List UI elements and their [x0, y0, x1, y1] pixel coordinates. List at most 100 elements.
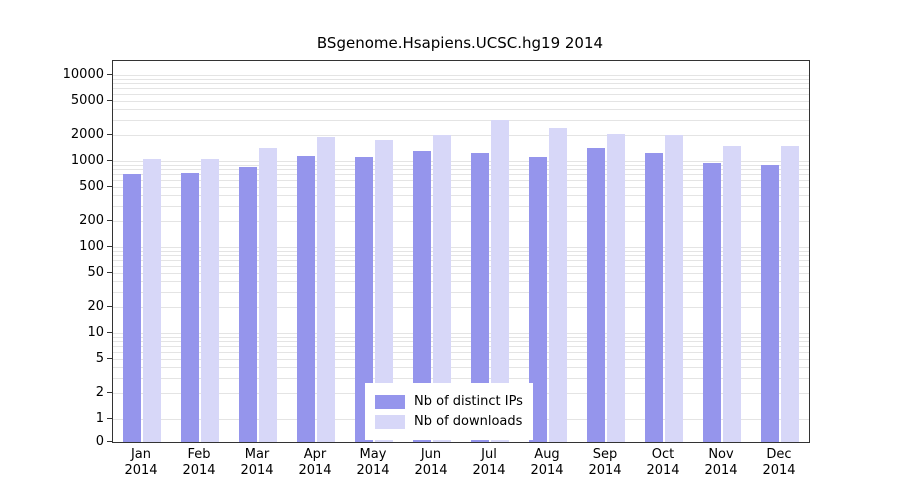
- gridline: [113, 336, 809, 338]
- y-tick-mark: [107, 271, 112, 273]
- gridline: [113, 119, 809, 121]
- x-tick-label: May 2014: [356, 447, 390, 479]
- gridline: [113, 169, 809, 171]
- gridline: [113, 307, 809, 308]
- x-tick-label: Mar 2014: [240, 447, 274, 479]
- plot-area: Nb of distinct IPs Nb of downloads: [112, 60, 810, 443]
- x-tick-label: Oct 2014: [646, 447, 680, 479]
- bar-downloads: [259, 148, 277, 442]
- bar-distinct-ips: [703, 162, 721, 442]
- gridline: [113, 377, 809, 379]
- legend-item: Nb of downloads: [375, 414, 523, 429]
- legend-swatch: [375, 394, 405, 409]
- bar-distinct-ips: [587, 148, 605, 442]
- bar-downloads: [433, 135, 451, 442]
- gridline: [113, 164, 809, 166]
- y-tick-label: 50: [87, 264, 104, 280]
- y-tick-mark: [107, 357, 112, 359]
- gridline: [113, 135, 809, 137]
- gridline: [113, 195, 809, 197]
- y-tick-mark: [107, 134, 112, 136]
- x-tick-label: Feb 2014: [182, 447, 216, 479]
- y-tick-mark: [107, 74, 112, 75]
- y-tick-mark: [107, 391, 112, 393]
- bar-distinct-ips: [123, 174, 141, 442]
- gridline: [113, 78, 809, 80]
- y-tick-mark: [107, 159, 112, 161]
- y-tick-label: 20: [87, 299, 104, 314]
- bar-distinct-ips: [645, 152, 663, 442]
- bar-distinct-ips: [355, 157, 373, 442]
- gridline: [113, 341, 809, 343]
- gridline: [113, 246, 809, 248]
- gridline: [113, 291, 809, 293]
- bar-distinct-ips: [239, 167, 257, 442]
- gridline: [113, 174, 809, 176]
- y-tick-label: 5: [95, 350, 104, 366]
- gridline: [113, 332, 809, 334]
- y-tick-label: 100: [79, 238, 104, 254]
- y-tick-label: 2: [95, 384, 104, 400]
- bar-downloads: [607, 134, 625, 442]
- legend-item: Nb of distinct IPs: [375, 394, 523, 409]
- gridline: [113, 266, 809, 267]
- legend-swatch: [375, 414, 405, 429]
- y-tick-label: 2000: [70, 127, 104, 143]
- y-tick-mark: [107, 417, 112, 419]
- x-tick-label: Jun 2014: [414, 447, 448, 479]
- y-tick-mark: [107, 220, 112, 221]
- x-tick-label: Dec 2014: [762, 447, 796, 479]
- y-tick-label: 10: [87, 324, 104, 340]
- bar-downloads: [665, 135, 683, 442]
- chart-title: BSgenome.Hsapiens.UCSC.hg19 2014: [316, 34, 604, 52]
- y-tick-label: 200: [79, 213, 104, 228]
- gridline: [113, 160, 809, 162]
- gridline: [113, 94, 809, 96]
- y-tick-mark: [107, 99, 112, 101]
- x-tick-label: Jul 2014: [472, 447, 506, 479]
- y-tick-mark: [107, 331, 112, 333]
- gridline: [113, 272, 809, 274]
- gridline: [113, 351, 809, 353]
- x-tick-label: Apr 2014: [298, 447, 332, 479]
- y-tick-label: 5000: [70, 92, 104, 108]
- y-tick-label: 0: [95, 434, 104, 449]
- x-tick-label: Sep 2014: [588, 447, 622, 479]
- gridline: [113, 205, 809, 207]
- legend: Nb of distinct IPs Nb of downloads: [365, 383, 533, 440]
- gridline: [113, 88, 809, 90]
- bar-distinct-ips: [181, 173, 199, 442]
- bar-downloads: [781, 145, 799, 442]
- y-tick-label: 1: [95, 410, 104, 426]
- y-tick-mark: [107, 441, 112, 442]
- gridline: [113, 367, 809, 368]
- bar-distinct-ips: [529, 157, 547, 442]
- legend-label: Nb of downloads: [414, 414, 523, 429]
- x-tick-label: Nov 2014: [704, 447, 738, 479]
- y-tick-label: 1000: [70, 152, 104, 168]
- gridline: [113, 221, 809, 222]
- x-tick-label: Aug 2014: [530, 447, 564, 479]
- gridline: [113, 260, 809, 262]
- bar-downloads: [143, 159, 161, 442]
- gridline: [113, 180, 809, 181]
- bar-downloads: [375, 140, 393, 442]
- x-tick-label: Jan 2014: [124, 447, 158, 479]
- y-tick-mark: [107, 245, 112, 247]
- bar-distinct-ips: [471, 152, 489, 442]
- bar-downloads: [491, 119, 509, 442]
- bar-distinct-ips: [413, 151, 431, 442]
- gridline: [113, 109, 809, 111]
- bar-downloads: [549, 128, 567, 442]
- gridline: [113, 250, 809, 252]
- gridline: [113, 281, 809, 283]
- y-tick-mark: [107, 185, 112, 187]
- y-tick-label: 10000: [62, 67, 104, 82]
- gridline: [113, 83, 809, 85]
- gridline: [113, 255, 809, 257]
- gridline: [113, 186, 809, 188]
- bar-distinct-ips: [761, 164, 779, 442]
- legend-label: Nb of distinct IPs: [414, 394, 523, 409]
- gridline: [113, 346, 809, 348]
